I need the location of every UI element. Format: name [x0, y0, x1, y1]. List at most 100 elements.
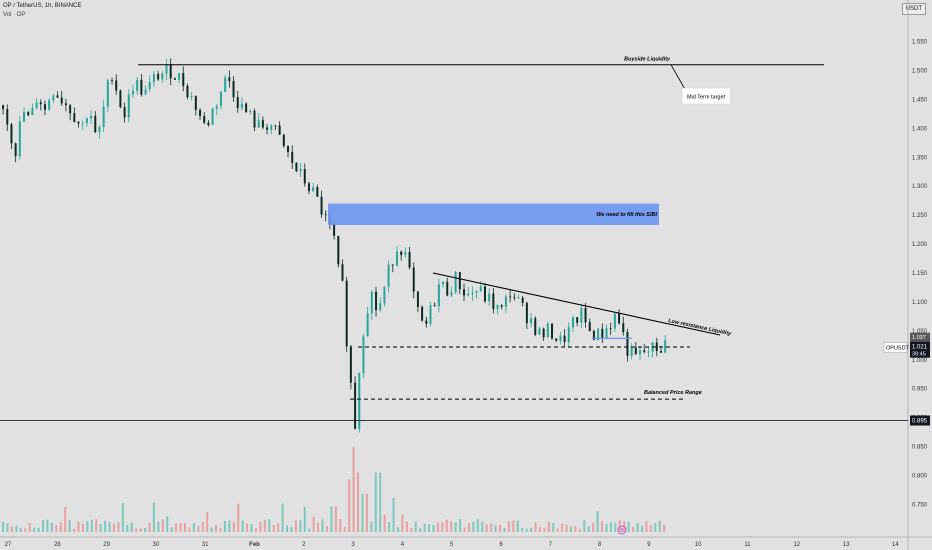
candle-body	[559, 335, 562, 341]
volume-bar	[197, 526, 200, 532]
volume-bar	[547, 521, 550, 532]
candle-body	[27, 112, 30, 116]
volume-bar	[503, 528, 506, 532]
candle-body	[425, 320, 428, 324]
volume-bar	[268, 519, 271, 532]
candle-body	[601, 328, 604, 339]
volume-bar	[436, 522, 439, 532]
volume-bar	[112, 524, 115, 532]
volume-bar	[144, 527, 147, 532]
x-tick-label: 13	[843, 542, 850, 548]
candle-body	[140, 79, 143, 95]
candle-body	[584, 308, 587, 323]
x-tick-label: 2	[302, 542, 306, 548]
candle-body	[85, 118, 88, 124]
low-resistance-trendline[interactable]	[432, 272, 721, 336]
candle-body	[605, 328, 608, 339]
candle-body	[622, 323, 625, 333]
volume-bar	[192, 523, 195, 532]
mid-term-target-box[interactable]	[681, 87, 731, 105]
candle-body	[471, 292, 474, 294]
x-tick-label: Feb	[249, 542, 260, 548]
event-badge-icon[interactable]	[617, 525, 627, 535]
volume-bar	[59, 522, 62, 532]
candle-body	[634, 347, 637, 355]
y-tick-label: 1.300	[912, 184, 928, 190]
volume-bar	[605, 523, 608, 532]
volume-bar	[64, 506, 67, 532]
candle-body	[320, 196, 323, 215]
volume-bar	[299, 520, 302, 532]
candle-body	[383, 286, 386, 304]
candle-body	[630, 347, 633, 356]
volume-bar	[135, 528, 138, 532]
symbol-tag	[883, 342, 908, 353]
candle-body	[236, 97, 239, 108]
volume-bar	[33, 527, 36, 532]
candle-body	[52, 95, 55, 101]
volume-bar	[339, 519, 342, 532]
candle-body	[144, 89, 147, 95]
volume-bar	[95, 519, 98, 532]
last-price-countdown: 39:45	[912, 352, 926, 358]
x-tick-label: 30	[153, 542, 160, 548]
candle-body	[404, 252, 407, 256]
volume-bar	[188, 527, 191, 532]
horizontal-level-badge	[910, 415, 930, 426]
volume-bar	[183, 522, 186, 532]
volume-bar	[241, 520, 244, 532]
sibi-zone-label: We need to fill this SIBI	[596, 212, 657, 218]
last-price-value: 1.021	[912, 345, 928, 351]
candle-body	[592, 330, 595, 340]
candle-body	[190, 95, 193, 98]
candle-body	[391, 264, 394, 266]
volume-bar	[423, 523, 426, 532]
candle-body	[178, 73, 181, 80]
candle-body	[492, 293, 495, 309]
candle-body	[39, 102, 42, 105]
candle-body	[270, 125, 273, 130]
volume-bar	[317, 522, 320, 532]
candle-body	[379, 303, 382, 311]
volume-bar	[28, 522, 31, 532]
volume-bar	[490, 523, 493, 532]
volume-bar	[357, 472, 360, 532]
candle-body	[483, 286, 486, 302]
y-tick-label: 1.200	[912, 242, 928, 248]
volume-bar	[152, 502, 155, 532]
volume-bar	[232, 521, 235, 532]
y-tick-label: 1.550	[912, 40, 928, 46]
x-tick-label: 4	[401, 542, 405, 548]
candle-body	[488, 293, 491, 302]
candle-body	[282, 134, 285, 147]
mid-term-target-label: Mid Term target	[687, 95, 726, 101]
candle-body	[31, 108, 34, 116]
volume-bar	[578, 528, 581, 532]
sibi-zone[interactable]	[328, 203, 659, 225]
volume-bar	[206, 511, 209, 532]
volume-bar	[636, 523, 639, 532]
candle-body	[446, 281, 449, 296]
volume-bar	[459, 519, 462, 532]
volume-bar	[432, 524, 435, 532]
candle-body	[64, 103, 67, 106]
candle-body	[588, 322, 591, 331]
candle-body	[219, 92, 222, 106]
volume-bar	[379, 472, 382, 532]
candle-body	[299, 169, 302, 172]
volume-bar	[250, 524, 253, 532]
volume-bar	[24, 528, 27, 532]
y-tick-label: 0.800	[912, 473, 928, 479]
volume-bar	[428, 524, 431, 532]
volume-bar	[543, 528, 546, 532]
volume-bar	[108, 522, 111, 532]
candle-body	[500, 305, 503, 307]
candle-body	[479, 286, 482, 291]
y-tick-label: 1.350	[912, 155, 928, 161]
candle-body	[291, 151, 294, 163]
candle-body	[551, 323, 554, 339]
volume-bar	[19, 527, 22, 532]
volume-bar	[383, 515, 386, 532]
y-tick-label: 0.950	[912, 387, 928, 393]
